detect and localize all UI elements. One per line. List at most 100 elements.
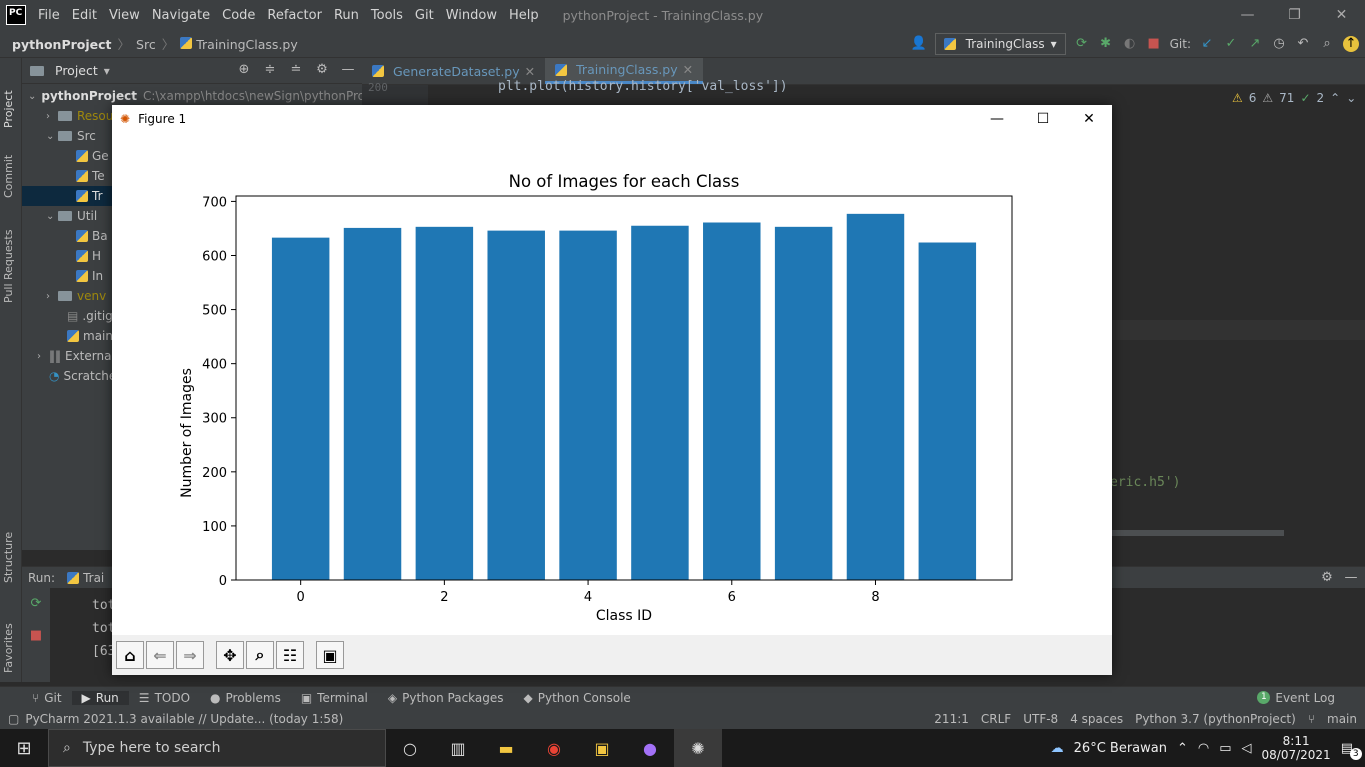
taskbar-search[interactable]: ⌕ Type here to search — [48, 729, 386, 767]
tree-item[interactable]: ▤ .gitig — [22, 306, 362, 326]
close-icon[interactable]: ✕ — [1335, 7, 1348, 23]
close-icon[interactable]: ✕ — [1083, 111, 1095, 127]
zoom-icon[interactable]: ⌕ — [246, 641, 274, 669]
git-commit-icon[interactable]: ✓ — [1225, 36, 1237, 51]
expand-arrow-icon[interactable]: ⌄ — [46, 130, 55, 142]
tab-generate-dataset[interactable]: GenerateDataset.py ✕ — [362, 58, 545, 84]
tree-item[interactable]: › Resou — [22, 106, 362, 126]
gear-icon[interactable]: ⚙ — [1321, 569, 1333, 585]
chevron-down-icon[interactable]: ⌄ — [1346, 91, 1357, 105]
menu-navigate[interactable]: Navigate — [151, 7, 211, 23]
menu-view[interactable]: View — [108, 7, 140, 23]
caret-position[interactable]: 211:1 — [934, 711, 969, 726]
tab-commit[interactable]: Commit — [2, 154, 15, 198]
tab-pull-requests[interactable]: Pull Requests — [2, 229, 15, 303]
save-icon[interactable]: ▣ — [316, 641, 344, 669]
tab-favorites[interactable]: Favorites — [2, 623, 15, 673]
tree-item[interactable]: ⌄ Util — [22, 206, 362, 226]
tree-item[interactable]: main. — [22, 326, 362, 346]
tab-project[interactable]: Project — [2, 90, 15, 128]
tree-item[interactable]: › venv — [22, 286, 362, 306]
tree-item[interactable]: ⌄ Src — [22, 126, 362, 146]
rerun-icon[interactable]: ⟳ — [30, 596, 42, 611]
menu-window[interactable]: Window — [445, 7, 497, 23]
tool-python-console[interactable]: ◆ Python Console — [523, 690, 631, 705]
stop-icon[interactable]: ■ — [29, 628, 43, 643]
tool-git[interactable]: ⑂ Git — [32, 690, 62, 705]
restore-icon[interactable]: ❐ — [1288, 7, 1301, 23]
file-explorer-icon[interactable]: ▬ — [498, 738, 514, 758]
indent-setting[interactable]: 4 spaces — [1070, 711, 1124, 726]
tool-python-packages[interactable]: ◈ Python Packages — [387, 690, 504, 705]
tree-item[interactable]: Ge — [22, 146, 362, 166]
file-encoding[interactable]: UTF-8 — [1023, 711, 1059, 726]
task-view-icon[interactable]: ▥ — [450, 738, 466, 758]
menu-run[interactable]: Run — [333, 7, 359, 23]
run-config-tab[interactable]: Trai — [83, 570, 105, 585]
tool-todo[interactable]: ☰ TODO — [138, 690, 191, 705]
cortana-icon[interactable]: ○ — [403, 738, 417, 758]
menu-code[interactable]: Code — [222, 7, 256, 23]
volume-icon[interactable]: ◁ — [1241, 740, 1252, 756]
tree-item[interactable]: In — [22, 266, 362, 286]
matplotlib-taskbar-icon[interactable]: ✺ — [674, 729, 722, 767]
rollback-icon[interactable]: ↶ — [1297, 36, 1309, 51]
breadcrumb-file[interactable]: TrainingClass.py — [196, 37, 298, 52]
user-icon[interactable]: 👤 — [910, 36, 927, 51]
line-separator[interactable]: CRLF — [980, 711, 1012, 726]
hide-icon[interactable]: — — [1344, 569, 1358, 585]
debug-icon[interactable]: ✱ — [1100, 36, 1112, 51]
coverage-icon[interactable]: ◐ — [1123, 36, 1136, 51]
breadcrumb-project[interactable]: pythonProject — [12, 37, 112, 52]
tool-terminal[interactable]: ▣ Terminal — [300, 690, 368, 705]
tab-training-class[interactable]: TrainingClass.py ✕ — [545, 58, 704, 84]
chevron-up-icon[interactable]: ⌃ — [1330, 91, 1341, 105]
rerun-icon[interactable]: ⟳ — [1076, 36, 1088, 51]
tool-event-log[interactable]: 1 Event Log — [1247, 691, 1345, 705]
close-icon[interactable]: ✕ — [524, 63, 536, 79]
notification-icon[interactable]: ▤ 3 — [1341, 741, 1362, 760]
configure-subplots-icon[interactable]: ☷ — [276, 641, 304, 669]
wifi-icon[interactable]: ◠ — [1197, 740, 1210, 756]
tree-root[interactable]: ⌄ pythonProject C:\xampp\htdocs\newSign\… — [22, 86, 362, 106]
expand-arrow-icon[interactable]: › — [46, 290, 50, 302]
chevron-down-icon[interactable]: ▾ — [103, 63, 110, 78]
minimize-icon[interactable]: — — [990, 111, 1004, 127]
menu-git[interactable]: Git — [414, 7, 434, 23]
menu-edit[interactable]: Edit — [71, 7, 97, 23]
back-icon[interactable]: ⇐ — [146, 641, 174, 669]
project-panel-title[interactable]: Project — [55, 63, 98, 78]
stop-icon[interactable]: ■ — [1147, 36, 1160, 51]
expand-all-icon[interactable]: ≑ — [264, 62, 276, 77]
expand-arrow-icon[interactable]: ⌄ — [46, 210, 55, 222]
tree-item[interactable]: › ‖‖ External — [22, 346, 362, 366]
tree-item[interactable]: Ba — [22, 226, 362, 246]
pycharm-taskbar-icon[interactable]: ▣ — [594, 738, 610, 758]
clock[interactable]: 8:11 08/07/2021 — [1262, 734, 1331, 762]
pan-icon[interactable]: ✥ — [216, 641, 244, 669]
status-message[interactable]: PyCharm 2021.1.3 available // Update... … — [25, 711, 344, 726]
maximize-icon[interactable]: ☐ — [1036, 111, 1050, 127]
collapse-all-icon[interactable]: ≐ — [290, 62, 302, 77]
battery-icon[interactable]: ▭ — [1219, 740, 1232, 756]
search-icon[interactable]: ⌕ — [1323, 36, 1331, 51]
tab-structure[interactable]: Structure — [2, 531, 15, 583]
chevron-up-icon[interactable]: ⌃ — [1176, 740, 1188, 756]
tool-run[interactable]: ▶ Run — [71, 690, 129, 705]
minimize-icon[interactable]: — — [1240, 7, 1255, 23]
github-icon[interactable]: ● — [643, 738, 657, 758]
tree-item[interactable]: ◔ Scratche — [22, 366, 362, 386]
tool-problems[interactable]: ● Problems — [210, 690, 281, 705]
inspection-widget[interactable]: ⚠ 6 ⚠ 71 ✓ 2 ⌃ ⌄ — [1232, 91, 1356, 105]
layout-icon[interactable]: ▢ — [8, 711, 20, 726]
locate-icon[interactable]: ⊕ — [238, 62, 250, 77]
tree-item[interactable]: Te — [22, 166, 362, 186]
weather-text[interactable]: 26°C Berawan — [1073, 740, 1167, 756]
windows-start-icon[interactable]: ⊞ — [16, 737, 32, 759]
chrome-icon[interactable]: ◉ — [547, 738, 561, 758]
breadcrumb-folder[interactable]: Src — [136, 37, 156, 52]
forward-icon[interactable]: ⇒ — [176, 641, 204, 669]
menu-refactor[interactable]: Refactor — [267, 7, 322, 23]
updates-icon[interactable]: ↑ — [1343, 36, 1359, 52]
expand-arrow-icon[interactable]: › — [37, 350, 41, 362]
